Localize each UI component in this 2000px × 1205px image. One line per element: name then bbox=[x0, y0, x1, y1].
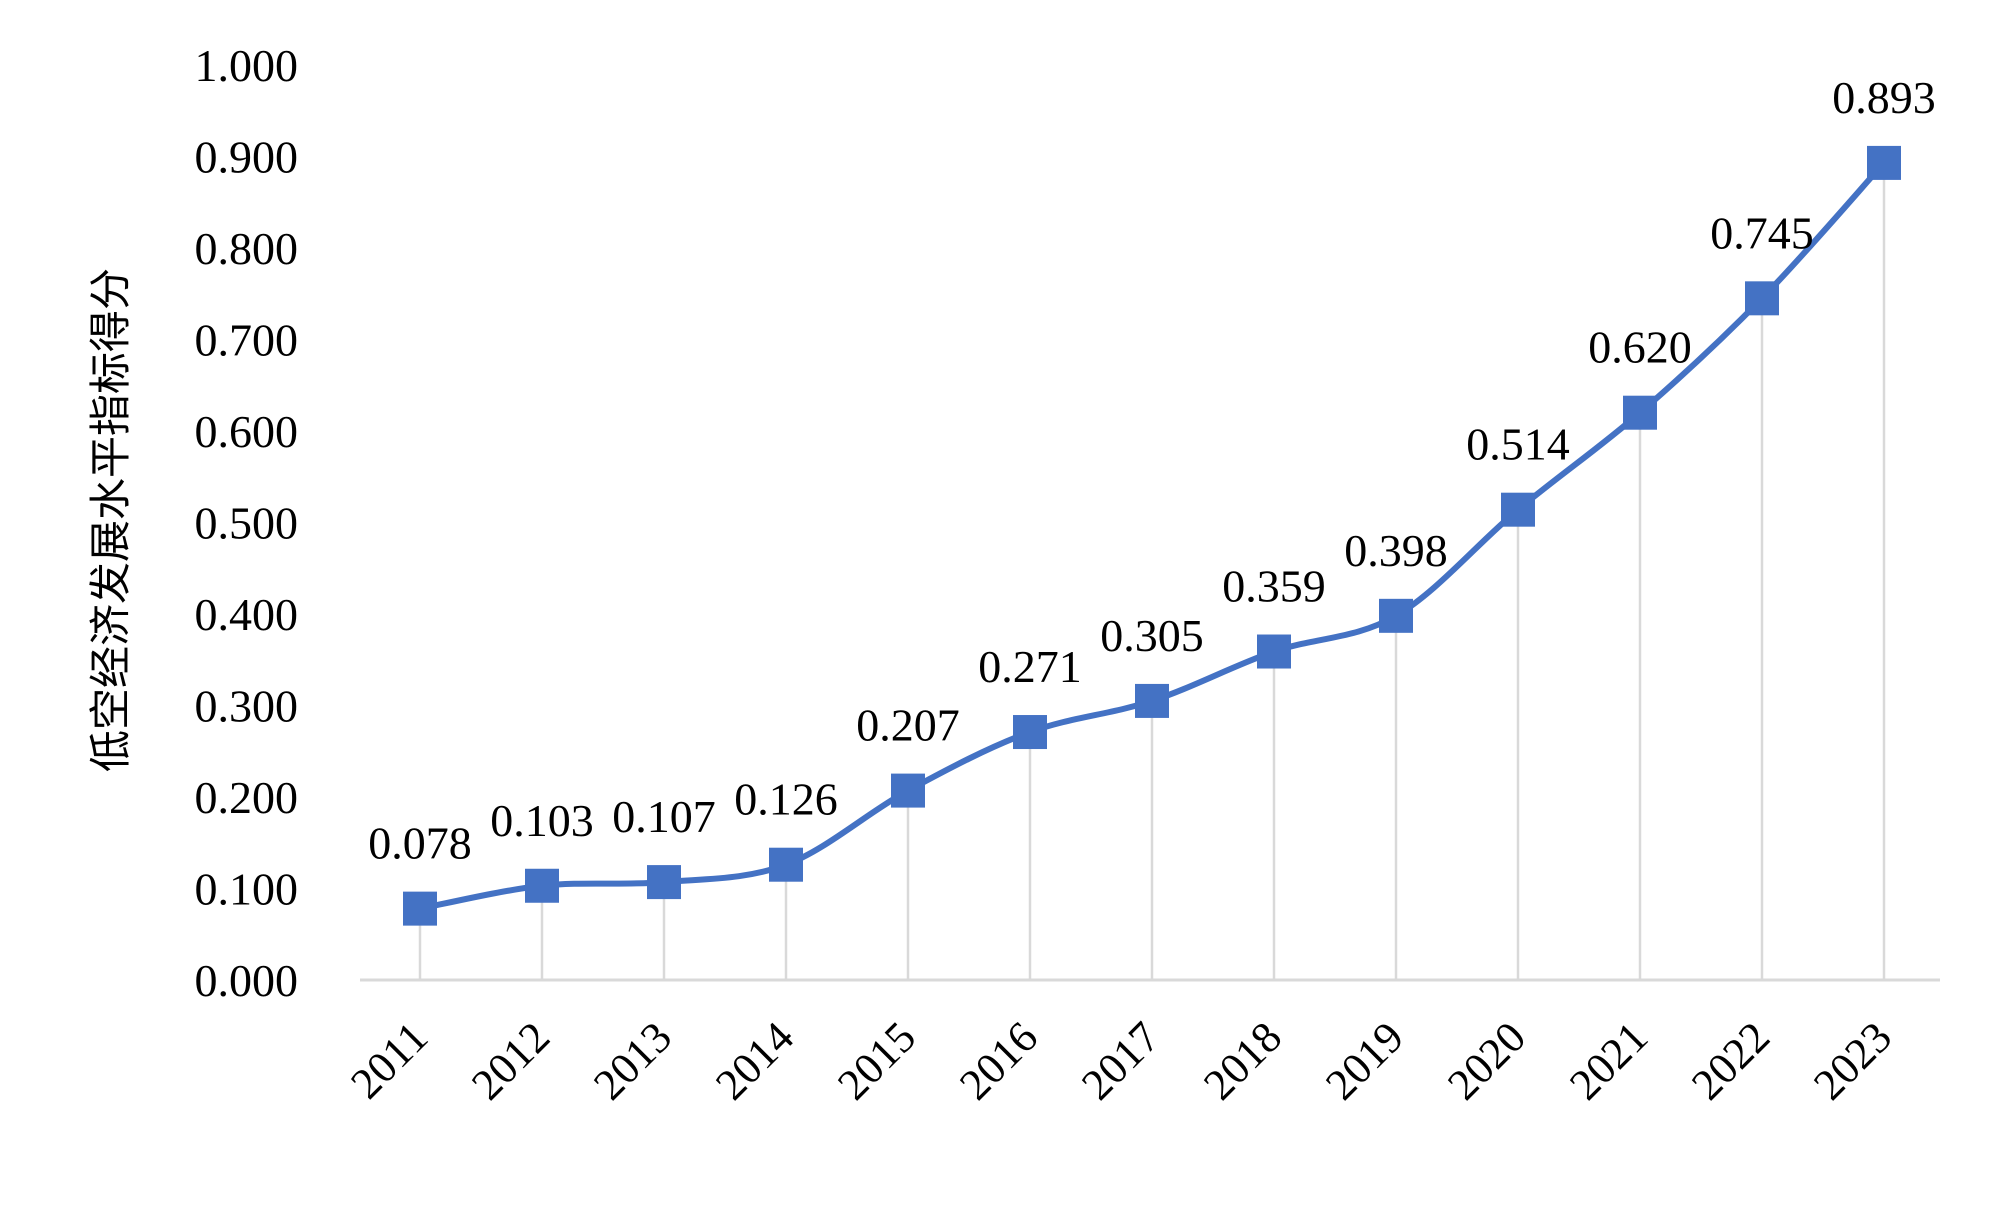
x-tick-label-2018: 2018 bbox=[1194, 1012, 1291, 1109]
data-label-2021: 0.620 bbox=[1588, 322, 1692, 373]
y-tick-label: 0.300 bbox=[195, 681, 299, 732]
x-tick-label-2022: 2022 bbox=[1682, 1012, 1779, 1109]
y-axis-ticks: 0.000 0.100 0.200 0.300 0.400 0.500 0.600 0.700… bbox=[195, 40, 299, 1006]
data-markers bbox=[403, 145, 1901, 926]
data-label-2020: 0.514 bbox=[1466, 419, 1570, 470]
y-tick-label: 0.400 bbox=[195, 589, 299, 640]
x-tick-label-2011: 2011 bbox=[341, 1012, 437, 1108]
x-tick-label-2015: 2015 bbox=[828, 1012, 925, 1109]
data-point-2018 bbox=[1257, 634, 1291, 669]
data-label-2017: 0.305 bbox=[1100, 610, 1204, 661]
data-label-2011: 0.078 bbox=[368, 818, 472, 869]
x-tick-label-2012: 2012 bbox=[462, 1012, 559, 1109]
x-tick-label-2019: 2019 bbox=[1316, 1012, 1413, 1109]
x-tick-label-2013: 2013 bbox=[584, 1012, 681, 1109]
y-tick-label: 0.800 bbox=[195, 223, 299, 274]
data-label-2014: 0.126 bbox=[734, 774, 838, 825]
y-tick-label: 0.500 bbox=[195, 498, 299, 549]
x-tick-label-2016: 2016 bbox=[950, 1012, 1047, 1109]
data-point-2016 bbox=[1013, 715, 1047, 750]
data-point-2022 bbox=[1745, 281, 1779, 316]
y-tick-label: 0.700 bbox=[195, 315, 299, 366]
data-label-2019: 0.398 bbox=[1344, 525, 1448, 576]
y-axis-title-group: 低空经济发展水平指标得分 bbox=[86, 268, 135, 772]
data-point-2020 bbox=[1501, 492, 1535, 527]
x-tick-label-2023: 2023 bbox=[1804, 1012, 1901, 1109]
y-tick-label: 0.200 bbox=[195, 772, 299, 823]
data-point-2015 bbox=[891, 773, 925, 808]
data-label-2016: 0.271 bbox=[978, 641, 1082, 692]
y-tick-label: 0.000 bbox=[195, 955, 299, 1006]
x-tick-label-2021: 2021 bbox=[1560, 1012, 1657, 1109]
data-point-2017 bbox=[1135, 683, 1169, 718]
data-point-2021 bbox=[1623, 395, 1657, 430]
data-point-2019 bbox=[1379, 598, 1413, 633]
data-labels: 0.078 0.103 0.107 0.126 0.207 0.271 0.305 0.359… bbox=[368, 72, 1936, 869]
x-tick-label-2017: 2017 bbox=[1072, 1012, 1169, 1109]
data-point-2012 bbox=[525, 868, 559, 903]
data-label-2012: 0.103 bbox=[490, 795, 594, 846]
y-tick-label: 0.900 bbox=[195, 132, 299, 183]
data-point-2011 bbox=[403, 891, 437, 926]
data-label-2018: 0.359 bbox=[1222, 561, 1326, 612]
y-tick-label: 0.100 bbox=[195, 864, 299, 915]
data-label-2015: 0.207 bbox=[856, 700, 960, 751]
data-point-2014 bbox=[769, 847, 803, 882]
data-label-2022: 0.745 bbox=[1710, 207, 1814, 258]
y-tick-label: 0.600 bbox=[195, 406, 299, 457]
x-tick-label-2020: 2020 bbox=[1438, 1012, 1535, 1109]
data-label-2023: 0.893 bbox=[1832, 72, 1936, 123]
x-tick-label-2014: 2014 bbox=[706, 1012, 803, 1109]
x-axis-ticks: 2011 2012 2013 2014 2015 2016 2017 2018 2019 2020… bbox=[341, 1012, 1901, 1109]
y-axis-title: 低空经济发展水平指标得分 bbox=[86, 268, 135, 772]
drop-lines bbox=[418, 162, 1886, 980]
data-point-2013 bbox=[647, 865, 681, 900]
data-label-2013: 0.107 bbox=[612, 791, 716, 842]
y-tick-label: 1.000 bbox=[195, 40, 299, 91]
data-point-2023 bbox=[1867, 145, 1901, 180]
